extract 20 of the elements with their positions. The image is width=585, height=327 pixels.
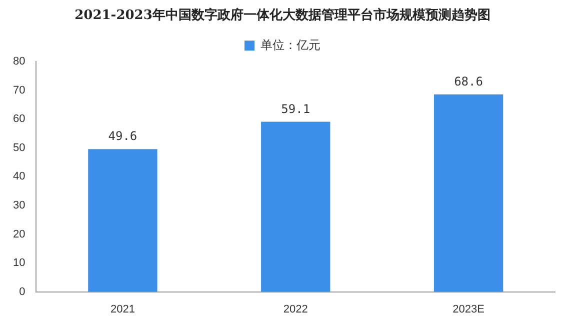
bar: [88, 149, 158, 292]
y-tick-label: 40: [12, 170, 26, 183]
y-tick-label: 60: [12, 113, 26, 126]
chart-title: 2021-2023年中国数字政府一体化大数据管理平台市场规模预测趋势图: [74, 7, 490, 24]
y-tick-label: 50: [12, 142, 26, 154]
y-tick-label: 80: [12, 56, 26, 68]
data-label: 59.1: [281, 102, 310, 116]
data-label: 49.6: [108, 129, 138, 144]
y-tick-label: 70: [12, 84, 26, 96]
bar: [261, 122, 330, 292]
legend-label: 单位：亿元: [260, 38, 320, 52]
y-tick-label: 10: [12, 257, 26, 270]
x-tick-label: 2022: [283, 303, 308, 316]
x-tick-label: 2021: [110, 303, 135, 316]
bar: [434, 94, 504, 292]
y-tick-label: 0: [19, 286, 26, 298]
x-tick-label: 2023E: [452, 303, 484, 316]
data-label: 68.6: [454, 74, 483, 89]
y-tick-label: 20: [12, 228, 26, 240]
y-tick-label: 30: [12, 200, 26, 212]
